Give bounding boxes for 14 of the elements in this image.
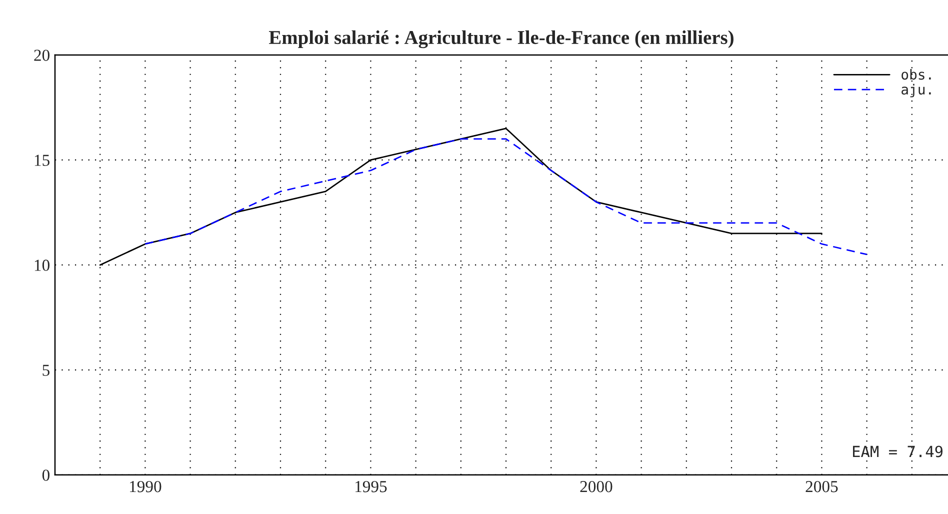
y-tick-label: 5 — [42, 364, 50, 376]
x-tick-label: 1990 — [130, 480, 162, 492]
legend-label: obs. — [902, 68, 931, 80]
x-tick-label: 2000 — [580, 480, 612, 492]
y-tick-label: 20 — [34, 50, 50, 61]
annotation: EAM = 7.49 — [853, 446, 942, 458]
line-series — [144, 138, 868, 256]
x-tick-label: 2005 — [806, 480, 838, 492]
y-tick-label: 15 — [34, 154, 50, 166]
legend-label: aju. — [902, 84, 931, 98]
y-tick-label: 10 — [34, 260, 50, 271]
chart-title: Emploi salarié : Agriculture - Ile-de-France (en milliers) — [268, 30, 734, 48]
x-tick-label: 1995 — [355, 481, 387, 492]
y-tick-label: 0 — [42, 470, 50, 481]
